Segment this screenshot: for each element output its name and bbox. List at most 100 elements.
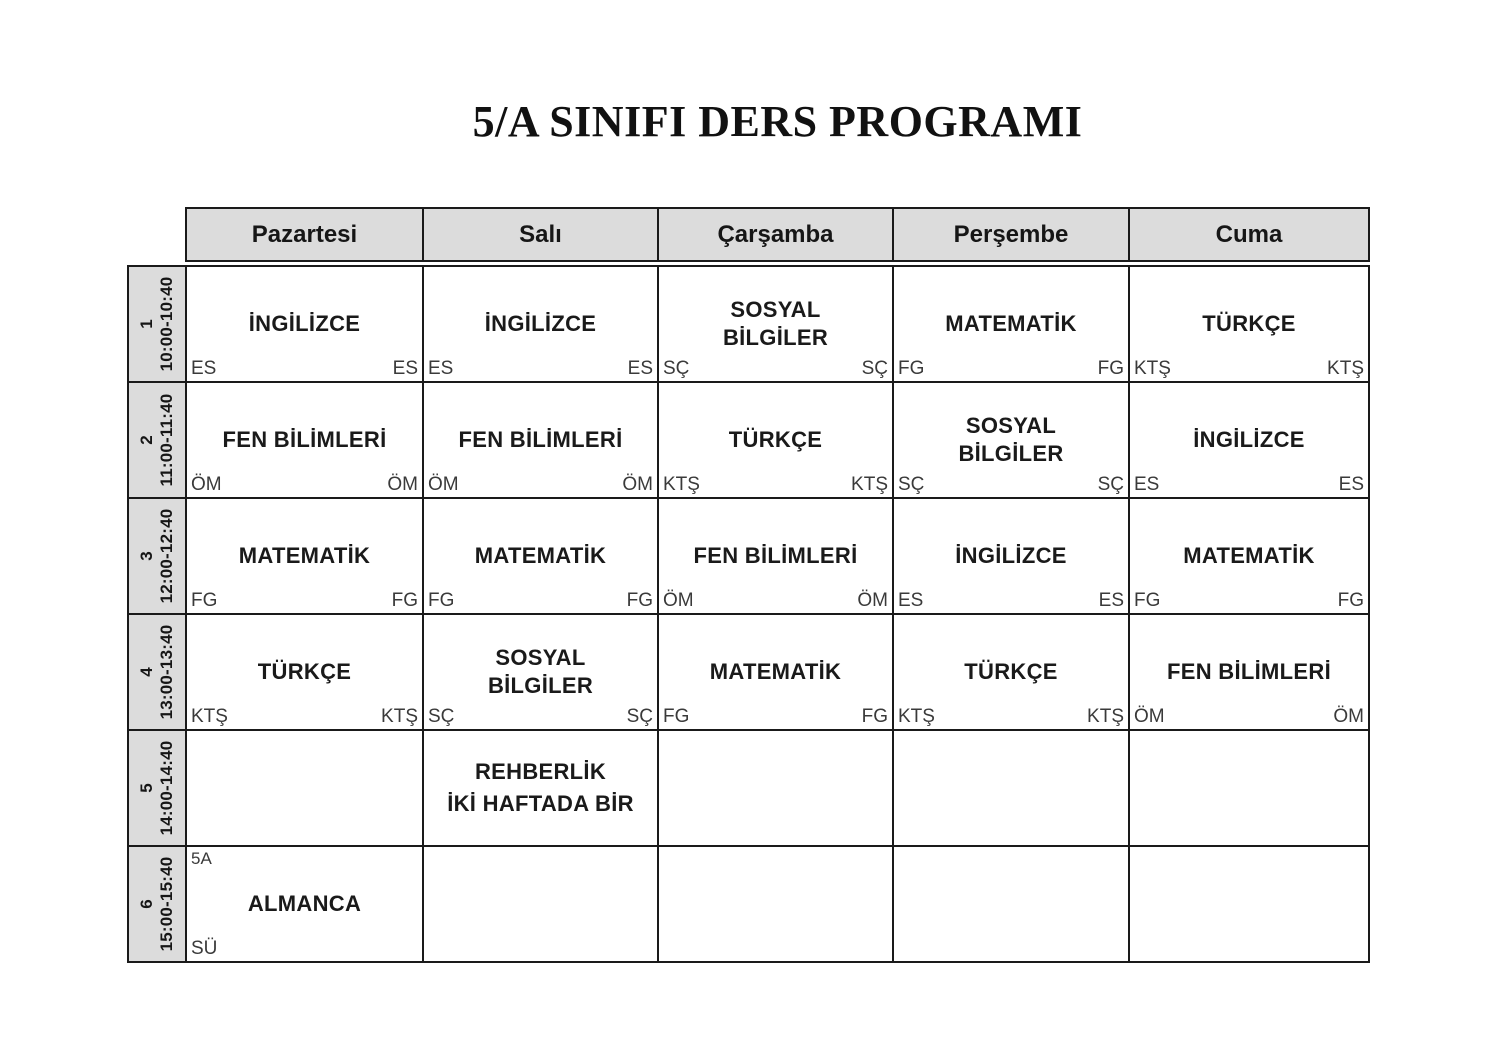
day-header-carsamba: Çarşamba bbox=[657, 207, 894, 262]
schedule-cell-carsamba-1: SOSYAL BİLGİLER SÇ SÇ bbox=[657, 265, 894, 383]
schedule-cell-cuma-5 bbox=[1128, 729, 1370, 847]
time-slot-header-6: 6 15:00-15:40 bbox=[127, 845, 187, 963]
lesson-time-range: 13:00-13:40 bbox=[157, 624, 176, 720]
teacher-initials-right: KTŞ bbox=[851, 474, 888, 495]
schedule-cell-sali-4: SOSYAL BİLGİLER SÇ SÇ bbox=[422, 613, 659, 731]
schedule-cell-cuma-4: FEN BİLİMLERİ ÖM ÖM bbox=[1128, 613, 1370, 731]
subject-label: MATEMATİK bbox=[945, 310, 1077, 336]
schedule-cell-carsamba-3: FEN BİLİMLERİ ÖM ÖM bbox=[657, 497, 894, 615]
time-slot-label: 3 12:00-12:40 bbox=[137, 500, 177, 612]
teacher-initials-right: FG bbox=[1097, 358, 1124, 379]
class-label: 5A bbox=[191, 849, 212, 868]
teacher-initials-left: FG bbox=[898, 358, 925, 379]
subject-label: TÜRKÇE bbox=[964, 658, 1058, 684]
teacher-initials-left: SÇ bbox=[898, 474, 925, 495]
subject-label: İNGİLİZCE bbox=[484, 310, 597, 336]
teacher-initials-left: SÜ bbox=[191, 938, 218, 959]
lesson-time-range: 10:00-10:40 bbox=[157, 276, 176, 372]
teacher-initials-left: ES bbox=[191, 358, 217, 379]
time-slot-header-1: 1 10:00-10:40 bbox=[127, 265, 187, 383]
schedule-table: 1 10:00-10:40 İNGİLİZCE ES ES İNGİLİZCE ES ES SO… bbox=[127, 265, 1370, 963]
schedule-row-6: 6 15:00-15:40 5A ALMANCA SÜ bbox=[127, 845, 1370, 963]
day-header-sali: Salı bbox=[422, 207, 659, 262]
teacher-initials-left: KTŞ bbox=[1134, 358, 1171, 379]
subject-label: ALMANCA bbox=[247, 890, 362, 916]
teacher-initials-left: KTŞ bbox=[898, 706, 935, 727]
lesson-time-range: 12:00-12:40 bbox=[157, 508, 176, 604]
teacher-initials-right: ÖM bbox=[857, 590, 888, 611]
subject-label: MATEMATİK bbox=[1183, 542, 1315, 568]
schedule-cell-pazartesi-2: FEN BİLİMLERİ ÖM ÖM bbox=[185, 381, 424, 499]
teacher-initials-right: ÖM bbox=[622, 474, 653, 495]
teacher-initials-right: KTŞ bbox=[381, 706, 418, 727]
teacher-initials-left: FG bbox=[428, 590, 455, 611]
schedule-cell-sali-3: MATEMATİK FG FG bbox=[422, 497, 659, 615]
subject-label: MATEMATİK bbox=[709, 658, 842, 684]
teacher-initials-right: ES bbox=[627, 358, 653, 379]
subject-label: TÜRKÇE bbox=[1202, 310, 1296, 336]
page-title: 5/A SINIFI DERS PROGRAMI bbox=[472, 97, 1083, 146]
day-header-cuma: Cuma bbox=[1128, 207, 1370, 262]
teacher-initials-left: SÇ bbox=[428, 706, 455, 727]
teacher-initials-left: ES bbox=[898, 590, 924, 611]
teacher-initials-left: ÖM bbox=[191, 474, 222, 495]
time-slot-header-3: 3 12:00-12:40 bbox=[127, 497, 187, 615]
teacher-initials-left: KTŞ bbox=[191, 706, 228, 727]
subject-label: SOSYAL BİLGİLER bbox=[722, 296, 829, 350]
schedule-cell-sali-2: FEN BİLİMLERİ ÖM ÖM bbox=[422, 381, 659, 499]
teacher-initials-right: ÖM bbox=[1333, 706, 1364, 727]
time-slot-header-2: 2 11:00-11:40 bbox=[127, 381, 187, 499]
schedule-row-4: 4 13:00-13:40 TÜRKÇE KTŞ KTŞ SOSYAL BİLGİLER S… bbox=[127, 613, 1370, 731]
teacher-initials-left: FG bbox=[191, 590, 218, 611]
lesson-number: 3 bbox=[136, 551, 156, 561]
schedule-cell-pazartesi-1: İNGİLİZCE ES ES bbox=[185, 265, 424, 383]
time-slot-label: 2 11:00-11:40 bbox=[137, 384, 177, 496]
schedule-row-3: 3 12:00-12:40 MATEMATİK FG FG MATEMATİK FG FG FE… bbox=[127, 497, 1370, 615]
teacher-initials-right: SÇ bbox=[1097, 474, 1124, 495]
schedule-cell-persembe-1: MATEMATİK FG FG bbox=[892, 265, 1130, 383]
subject-label: FEN BİLİMLERİ bbox=[1166, 658, 1331, 684]
schedule-cell-pazartesi-5 bbox=[185, 729, 424, 847]
time-slot-header-5: 5 14:00-14:40 bbox=[127, 729, 187, 847]
schedule-cell-sali-1: İNGİLİZCE ES ES bbox=[422, 265, 659, 383]
subject-label: TÜRKÇE bbox=[728, 426, 823, 452]
schedule-cell-persembe-4: TÜRKÇE KTŞ KTŞ bbox=[892, 613, 1130, 731]
teacher-initials-right: SÇ bbox=[861, 358, 888, 379]
schedule-cell-persembe-5 bbox=[892, 729, 1130, 847]
teacher-initials-left: FG bbox=[663, 706, 690, 727]
schedule-cell-carsamba-4: MATEMATİK FG FG bbox=[657, 613, 894, 731]
subject-label: FEN BİLİMLERİ bbox=[222, 426, 387, 452]
schedule-row-2: 2 11:00-11:40 FEN BİLİMLERİ ÖM ÖM FEN BİLİMLE… bbox=[127, 381, 1370, 499]
subject-label: REHBERLİK İKİ HAFTADA BİR bbox=[447, 759, 634, 816]
schedule-cell-cuma-6 bbox=[1128, 845, 1370, 963]
day-header-persembe: Perşembe bbox=[892, 207, 1130, 262]
schedule-cell-carsamba-5 bbox=[657, 729, 894, 847]
subject-label: MATEMATİK bbox=[474, 542, 607, 568]
teacher-initials-right: FG bbox=[626, 590, 653, 611]
schedule-cell-pazartesi-4: TÜRKÇE KTŞ KTŞ bbox=[185, 613, 424, 731]
schedule-row-5: 5 14:00-14:40 REHBERLİK İKİ HAFTADA BİR bbox=[127, 729, 1370, 847]
schedule-row-1: 1 10:00-10:40 İNGİLİZCE ES ES İNGİLİZCE ES ES SO… bbox=[127, 265, 1370, 383]
subject-label: FEN BİLİMLERİ bbox=[693, 542, 858, 568]
schedule-cell-cuma-1: TÜRKÇE KTŞ KTŞ bbox=[1128, 265, 1370, 383]
teacher-initials-left: ES bbox=[1134, 474, 1160, 495]
lesson-number: 5 bbox=[136, 783, 156, 793]
teacher-initials-right: FG bbox=[391, 590, 418, 611]
subject-label: İNGİLİZCE bbox=[1193, 426, 1305, 452]
teacher-initials-left: ÖM bbox=[663, 590, 694, 611]
teacher-initials-left: FG bbox=[1134, 590, 1161, 611]
subject-label: MATEMATİK bbox=[238, 542, 371, 568]
day-header-pazartesi: Pazartesi bbox=[185, 207, 424, 262]
schedule-cell-persembe-2: SOSYAL BİLGİLER SÇ SÇ bbox=[892, 381, 1130, 499]
schedule-cell-sali-6 bbox=[422, 845, 659, 963]
teacher-initials-right: FG bbox=[861, 706, 888, 727]
teacher-initials-right: ÖM bbox=[387, 474, 418, 495]
lesson-number: 1 bbox=[136, 319, 156, 329]
subject-label: FEN BİLİMLERİ bbox=[458, 426, 623, 452]
teacher-initials-right: ES bbox=[392, 358, 418, 379]
lesson-number: 4 bbox=[136, 667, 156, 677]
lesson-number: 6 bbox=[136, 899, 156, 909]
teacher-initials-left: ÖM bbox=[428, 474, 459, 495]
teacher-initials-left: ÖM bbox=[1134, 706, 1165, 727]
